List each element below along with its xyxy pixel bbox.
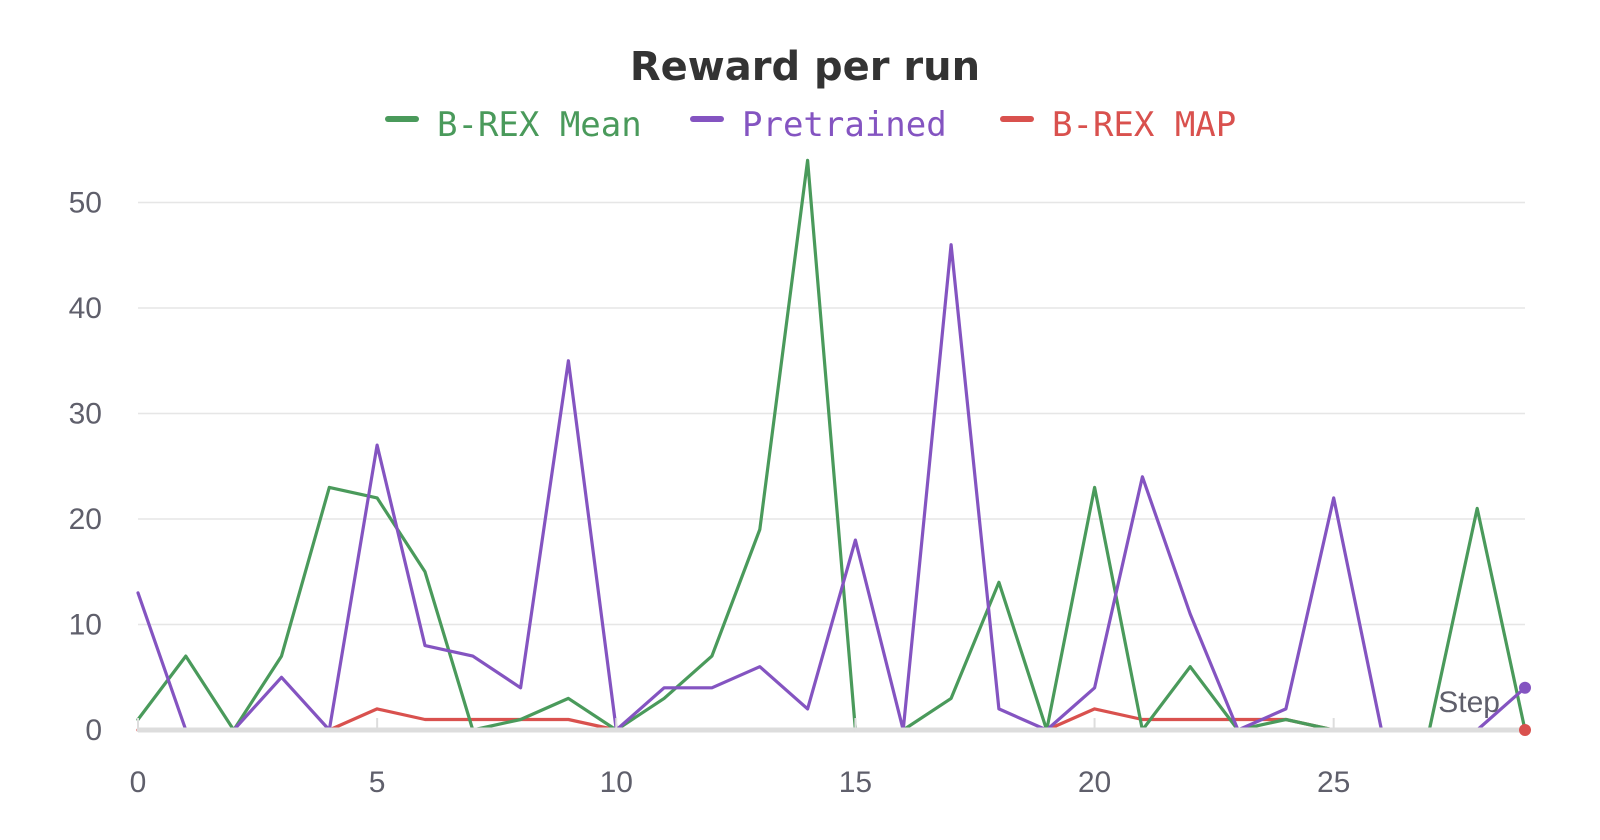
x-tick-label: 20: [1078, 766, 1111, 799]
legend-label: B-REX MAP: [1052, 105, 1236, 145]
legend-swatch: [690, 116, 724, 122]
y-tick-label: 40: [69, 292, 102, 325]
end-marker: [1519, 681, 1531, 694]
x-tick-label: 10: [600, 766, 633, 799]
legend-swatch: [1000, 116, 1034, 122]
y-axis: 0 10 20 30 40 50: [69, 187, 102, 748]
chart-title: Reward per run: [630, 44, 980, 90]
x-tick-label: 5: [369, 766, 386, 799]
chart-series: [136, 158, 1527, 732]
y-tick-label: 20: [69, 503, 102, 536]
x-axis-label: Step: [1438, 686, 1500, 719]
x-axis: 0 5 10 15 20 25: [130, 718, 1525, 799]
series-line-pretrained: [136, 243, 1527, 732]
end-marker: [1519, 724, 1531, 736]
y-tick-label: 0: [85, 714, 102, 747]
legend-item[interactable]: B-REX MAP: [1000, 105, 1236, 145]
legend-label: Pretrained: [742, 105, 947, 145]
legend-item[interactable]: B-REX Mean: [385, 105, 642, 145]
legend-label: B-REX Mean: [437, 105, 642, 145]
y-tick-label: 10: [69, 609, 102, 642]
series-line-b-rex-mean: [136, 158, 1527, 732]
y-tick-label: 30: [69, 398, 102, 431]
x-tick-label: 15: [839, 766, 872, 799]
chart-legend: B-REX Mean Pretrained B-REX MAP: [385, 105, 1236, 145]
x-tick-label: 25: [1317, 766, 1350, 799]
x-tick-label: 0: [130, 766, 147, 799]
series-end-markers: [1519, 681, 1531, 736]
y-tick-label: 50: [69, 187, 102, 220]
legend-item[interactable]: Pretrained: [690, 105, 947, 145]
legend-swatch: [385, 116, 419, 122]
chart-grid: [138, 201, 1525, 626]
